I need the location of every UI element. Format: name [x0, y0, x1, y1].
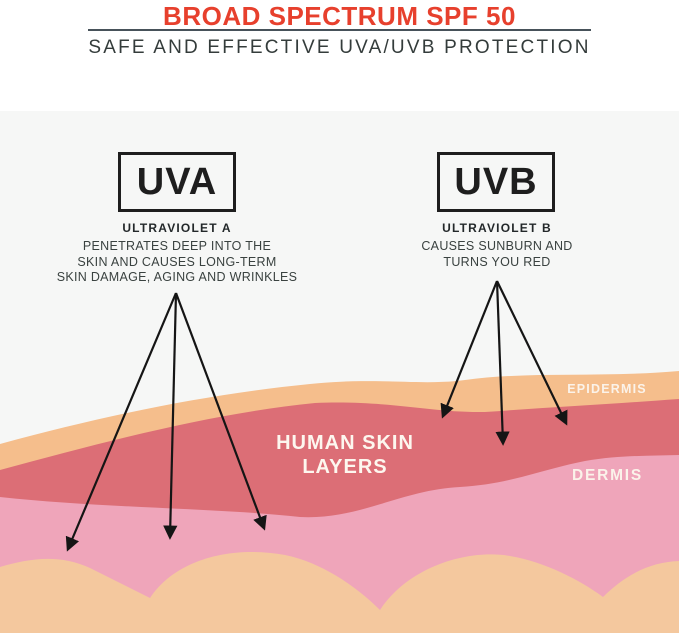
uvb-description-line: TURNS YOU RED: [443, 254, 551, 269]
human-skin-layers-label-line2: LAYERS: [302, 456, 388, 478]
uva-description-line: SKIN DAMAGE, AGING AND WRINKLES: [56, 270, 298, 284]
uva-description-line: PENETRATES DEEP INTO THE: [82, 239, 272, 253]
human-skin-layers-label: HUMAN SKIN LAYERS: [250, 431, 440, 479]
page-subtitle: SAFE AND EFFECTIVE UVA/UVB PROTECTION: [88, 37, 591, 58]
uvb-ray-middle-icon: [495, 280, 510, 446]
uva-heading: ULTRAVIOLET A: [122, 221, 232, 235]
uva-box: UVA: [118, 152, 236, 212]
uvb-description: ULTRAVIOLET B CAUSES SUNBURN AND TURNS Y…: [394, 221, 600, 270]
uva-ray-middle-icon: [163, 292, 178, 540]
title-divider: [88, 29, 591, 31]
uva-description-line: SKIN AND CAUSES LONG-TERM: [77, 254, 277, 269]
uvb-box: UVB: [437, 152, 555, 212]
subcutaneous-layer-shape: [0, 551, 679, 633]
uvb-ray-right-icon: [496, 280, 568, 426]
uva-box-label: UVA: [136, 160, 218, 203]
uvb-box-label: UVB: [454, 160, 538, 203]
uva-ray-right-icon: [174, 292, 267, 531]
page-title: BROAD SPECTRUM SPF 50: [163, 1, 516, 31]
human-skin-layers-label-line1: HUMAN SKIN: [276, 432, 414, 454]
uva-ray-left-icon: [65, 292, 178, 552]
uvb-description-line: CAUSES SUNBURN AND: [421, 239, 573, 253]
uva-description: ULTRAVIOLET A PENETRATES DEEP INTO THE S…: [52, 221, 302, 286]
uva-ray-arrows: [65, 292, 267, 552]
dermis-label: DERMIS: [571, 467, 644, 484]
uvb-ray-left-icon: [440, 280, 499, 419]
uvb-heading: ULTRAVIOLET B: [442, 221, 552, 235]
uvb-ray-arrows: [440, 280, 568, 446]
epidermis-label: EPIDERMIS: [567, 382, 647, 396]
